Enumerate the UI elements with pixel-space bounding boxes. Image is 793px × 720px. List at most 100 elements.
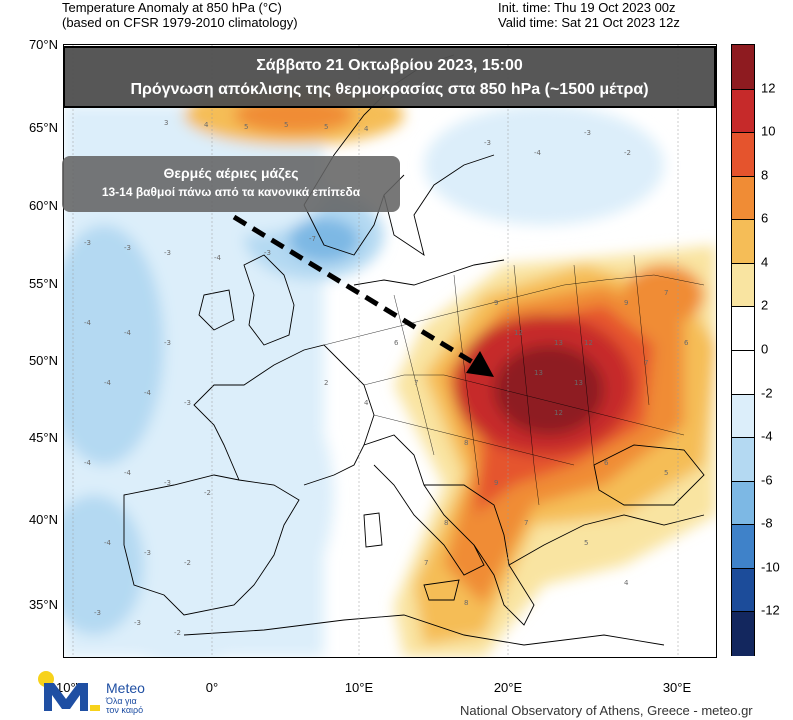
annotation-heading: Θερμές αέριες μάζες xyxy=(163,165,299,181)
svg-text:8: 8 xyxy=(444,519,448,527)
colorbar-segment xyxy=(732,480,754,526)
svg-text:-3: -3 xyxy=(484,139,491,147)
svg-text:7: 7 xyxy=(414,379,418,387)
colorbar-tick-label: 0 xyxy=(761,341,769,357)
colorbar-segment xyxy=(732,567,754,613)
svg-text:12: 12 xyxy=(554,409,563,417)
svg-text:9: 9 xyxy=(624,299,628,307)
logo-tagline-2: τον καιρό xyxy=(106,705,144,715)
svg-text:-2: -2 xyxy=(174,629,181,637)
svg-text:-4: -4 xyxy=(84,459,92,467)
colorbar-segment xyxy=(732,262,754,308)
svg-text:-4: -4 xyxy=(534,149,542,157)
source-credit: National Observatory of Athens, Greece -… xyxy=(460,703,753,718)
logo-accent-icon xyxy=(90,705,100,711)
svg-text:-4: -4 xyxy=(124,329,132,337)
svg-text:-3: -3 xyxy=(164,249,171,257)
colorbar-segment xyxy=(732,88,754,134)
colorbar-segment xyxy=(732,306,754,351)
colorbar-segment xyxy=(732,393,754,439)
svg-text:-2: -2 xyxy=(204,489,211,497)
svg-text:12: 12 xyxy=(514,329,523,337)
lat-label-65: 65°N xyxy=(28,120,58,135)
logo-tagline-1: Όλα για xyxy=(106,696,137,706)
colorbar-tick-label: -4 xyxy=(761,428,773,444)
lon-label-30e: 30°E xyxy=(662,680,692,695)
svg-text:5: 5 xyxy=(244,123,248,131)
svg-text:6: 6 xyxy=(684,339,689,347)
forecast-title-box: Σάββατο 21 Οκτωβρίου 2023, 15:00 Πρόγνωσ… xyxy=(63,46,716,108)
svg-text:5: 5 xyxy=(584,539,588,547)
svg-text:13: 13 xyxy=(554,339,563,347)
svg-text:13: 13 xyxy=(534,369,543,377)
colorbar-segment xyxy=(732,350,754,395)
svg-text:-3: -3 xyxy=(94,609,101,617)
svg-text:8: 8 xyxy=(464,439,468,447)
lat-label-60: 60°N xyxy=(28,198,58,213)
logo-m-icon xyxy=(44,683,88,711)
svg-text:7: 7 xyxy=(644,359,648,367)
colorbar-segment xyxy=(732,524,754,569)
svg-text:-4: -4 xyxy=(104,539,112,547)
svg-text:4: 4 xyxy=(364,125,369,133)
svg-text:5: 5 xyxy=(324,123,328,131)
svg-text:-4: -4 xyxy=(84,319,92,327)
svg-text:9: 9 xyxy=(494,479,498,487)
svg-text:-3: -3 xyxy=(124,244,131,252)
anomaly-values: 3 4 5 5 5 4 -3 -3 -3 -4 -3 -7 -4 -4 -3 -4 -4 -3 -4 -4 -3 -… xyxy=(84,119,689,637)
map-canvas: 3 4 5 5 5 4 -3 -3 -3 -4 -3 -7 -4 -4 -3 -4 -4 -3 -4 -4 -3 -… xyxy=(64,45,716,657)
svg-text:-2: -2 xyxy=(184,559,191,567)
colorbar-tick-label: -10 xyxy=(761,559,780,575)
lat-label-35: 35°N xyxy=(28,597,58,612)
init-time: Init. time: Thu 19 Oct 2023 00z xyxy=(498,0,676,15)
colorbar-tick-label: -8 xyxy=(761,515,773,531)
colorbar-tick-label: -6 xyxy=(761,472,773,488)
colorbar-tick-label: 4 xyxy=(761,254,769,270)
svg-text:12: 12 xyxy=(584,339,593,347)
svg-text:-4: -4 xyxy=(124,469,132,477)
colorbar-tick-label: 10 xyxy=(761,123,776,139)
svg-text:13: 13 xyxy=(574,379,583,387)
variable-title: Temperature Anomaly at 850 hPa (°C) xyxy=(62,0,282,15)
colorbar-segment xyxy=(732,175,754,221)
lon-label-10e: 10°E xyxy=(344,680,374,695)
svg-text:-3: -3 xyxy=(144,549,151,557)
svg-text:3: 3 xyxy=(164,119,168,127)
colorbar-segment xyxy=(732,132,754,177)
forecast-description: Πρόγνωση απόκλισης της θερμοκρασίας στα … xyxy=(130,81,649,98)
colorbar-tick-label: 8 xyxy=(761,167,769,183)
colorbar-tick-label: 6 xyxy=(761,210,769,226)
svg-text:-3: -3 xyxy=(134,619,141,627)
colorbar-tick-label: 12 xyxy=(761,80,776,96)
svg-text:-7: -7 xyxy=(309,235,316,243)
forecast-date: Σάββατο 21 Οκτωβρίου 2023, 15:00 xyxy=(256,57,523,74)
lon-label-20e: 20°E xyxy=(493,680,523,695)
lat-label-50: 50°N xyxy=(28,353,58,368)
svg-text:-3: -3 xyxy=(164,339,171,347)
colorbar xyxy=(731,44,755,656)
svg-text:7: 7 xyxy=(524,519,528,527)
colorbar-tick-label: -2 xyxy=(761,385,773,401)
lat-label-45: 45°N xyxy=(28,430,58,445)
warm-air-annotation: Θερμές αέριες μάζες 13-14 βαθμοί πάνω απ… xyxy=(62,156,400,212)
svg-text:6: 6 xyxy=(604,459,609,467)
colorbar-segment xyxy=(732,45,754,89)
svg-text:5: 5 xyxy=(664,469,668,477)
graticule xyxy=(72,45,679,657)
colorbar-tick-label: -12 xyxy=(761,602,780,618)
climatology-note: (based on CFSR 1979-2010 climatology) xyxy=(62,15,298,30)
svg-text:-3: -3 xyxy=(584,129,591,137)
svg-text:6: 6 xyxy=(394,339,399,347)
annotation-detail: 13-14 βαθμοί πάνω από τα κανονικά επίπεδ… xyxy=(101,185,361,199)
svg-text:-4: -4 xyxy=(214,254,222,262)
meteo-logo xyxy=(38,671,100,711)
svg-text:8: 8 xyxy=(464,599,468,607)
svg-text:-2: -2 xyxy=(624,149,631,157)
svg-text:-3: -3 xyxy=(84,239,91,247)
lat-label-55: 55°N xyxy=(28,276,58,291)
lat-label-40: 40°N xyxy=(28,512,58,527)
lon-label-0: 0° xyxy=(205,680,219,695)
svg-text:-4: -4 xyxy=(144,389,152,397)
logo-tagline: Όλα για τον καιρό xyxy=(106,697,143,715)
colorbar-segment xyxy=(732,611,754,656)
